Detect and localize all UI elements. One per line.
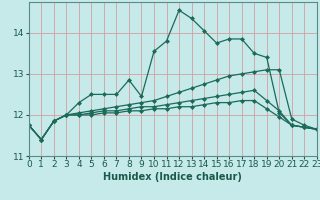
- X-axis label: Humidex (Indice chaleur): Humidex (Indice chaleur): [103, 172, 242, 182]
